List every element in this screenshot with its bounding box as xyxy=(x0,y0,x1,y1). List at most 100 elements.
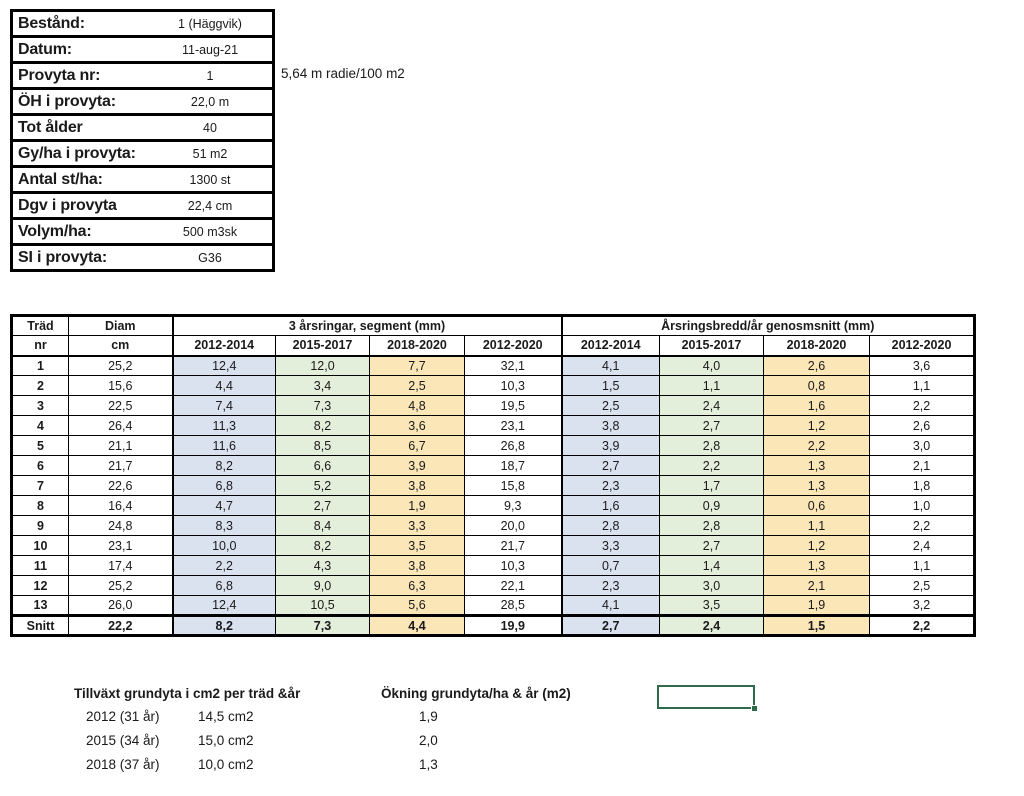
tree-nr-cell[interactable]: 8 xyxy=(11,495,69,516)
diam-cell[interactable]: 16,4 xyxy=(68,495,173,516)
segment-cell[interactable]: 4,4 xyxy=(369,614,465,636)
ringwidth-cell[interactable]: 1,5 xyxy=(763,614,870,636)
info-value[interactable]: 51 m2 xyxy=(192,146,228,161)
ringwidth-cell[interactable]: 4,1 xyxy=(560,355,660,376)
segment-cell[interactable]: 12,0 xyxy=(275,355,370,376)
segment-cell[interactable]: 2,2 xyxy=(171,555,276,576)
plot-radius-note[interactable]: 5,64 m radie/100 m2 xyxy=(281,66,405,81)
ringwidth-avg-cell[interactable]: 2,5 xyxy=(868,575,976,596)
growth-per-tree-heading[interactable]: Tillväxt grundyta i cm2 per träd &år xyxy=(74,686,301,701)
period-header[interactable]: 2012-2014 xyxy=(560,335,660,357)
ringwidth-cell[interactable]: 2,7 xyxy=(659,535,764,556)
ringwidth-cell[interactable]: 1,6 xyxy=(560,495,660,516)
segment-cell[interactable]: 7,7 xyxy=(369,355,465,376)
period-header[interactable]: 2018-2020 xyxy=(369,335,465,357)
segment-cell[interactable]: 4,3 xyxy=(275,555,370,576)
diam-cell[interactable]: 15,6 xyxy=(68,375,173,396)
ringwidth-cell[interactable]: 1,1 xyxy=(659,375,764,396)
ringwidth-cell[interactable]: 2,7 xyxy=(560,455,660,476)
diam-cell[interactable]: 26,4 xyxy=(68,415,173,436)
ringwidth-group-header[interactable]: Årsringsbredd/år genosmsnitt (mm) xyxy=(560,315,976,336)
segment-cell[interactable]: 12,4 xyxy=(171,595,276,616)
diam-cell[interactable]: 25,2 xyxy=(68,575,173,596)
segment-total-cell[interactable]: 19,5 xyxy=(464,395,562,416)
ringwidth-cell[interactable]: 1,6 xyxy=(763,395,870,416)
segment-cell[interactable]: 8,2 xyxy=(275,415,370,436)
tree-nr-cell[interactable]: 7 xyxy=(11,475,69,496)
segment-cell[interactable]: 11,6 xyxy=(171,435,276,456)
info-label[interactable]: ÖH i provyta: xyxy=(18,92,116,110)
ringwidth-cell[interactable]: 2,8 xyxy=(659,515,764,536)
period-header[interactable]: 2018-2020 xyxy=(763,335,870,357)
diam-cell[interactable]: 21,1 xyxy=(68,435,173,456)
segment-cell[interactable]: 6,7 xyxy=(369,435,465,456)
diam-cell[interactable]: 17,4 xyxy=(68,555,173,576)
period-header[interactable]: 2012-2020 xyxy=(868,335,976,357)
segment-cell[interactable]: 12,4 xyxy=(171,355,276,376)
ringwidth-cell[interactable]: 1,9 xyxy=(763,595,870,616)
tree-nr-cell[interactable]: 2 xyxy=(11,375,69,396)
tree-nr-cell[interactable]: 9 xyxy=(11,515,69,536)
ringwidth-avg-cell[interactable]: 3,2 xyxy=(868,595,976,616)
ringwidth-cell[interactable]: 0,7 xyxy=(560,555,660,576)
segment-total-cell[interactable]: 26,8 xyxy=(464,435,562,456)
segment-cell[interactable]: 7,3 xyxy=(275,395,370,416)
segment-total-cell[interactable]: 22,1 xyxy=(464,575,562,596)
diam-col-header[interactable]: Diam xyxy=(68,315,173,336)
info-label[interactable]: Tot ålder xyxy=(18,118,83,136)
ringwidth-avg-cell[interactable]: 1,0 xyxy=(868,495,976,516)
segment-cell[interactable]: 5,6 xyxy=(369,595,465,616)
segment-cell[interactable]: 3,3 xyxy=(369,515,465,536)
ringwidth-cell[interactable]: 3,8 xyxy=(560,415,660,436)
ringwidth-avg-cell[interactable]: 1,1 xyxy=(868,555,976,576)
growth-value[interactable]: 14,5 cm2 xyxy=(198,709,254,724)
period-header[interactable]: 2015-2017 xyxy=(659,335,764,357)
segment-cell[interactable]: 3,9 xyxy=(369,455,465,476)
ringwidth-cell[interactable]: 1,3 xyxy=(763,455,870,476)
tree-nr-cell[interactable]: 1 xyxy=(11,355,69,376)
diam-cell[interactable]: 24,8 xyxy=(68,515,173,536)
ringwidth-cell[interactable]: 2,4 xyxy=(659,614,764,636)
segment-cell[interactable]: 10,0 xyxy=(171,535,276,556)
ringwidth-avg-cell[interactable]: 3,0 xyxy=(868,435,976,456)
tree-nr-cell[interactable]: Snitt xyxy=(11,614,69,636)
selected-cell[interactable] xyxy=(657,685,758,712)
segment-cell[interactable]: 6,3 xyxy=(369,575,465,596)
growth-year-label[interactable]: 2018 (37 år) xyxy=(86,757,160,772)
ringwidth-cell[interactable]: 2,7 xyxy=(560,614,660,636)
segment-group-header[interactable]: 3 årsringar, segment (mm) xyxy=(171,315,562,336)
info-label[interactable]: Volym/ha: xyxy=(18,222,92,240)
segment-cell[interactable]: 8,3 xyxy=(171,515,276,536)
segment-cell[interactable]: 4,4 xyxy=(171,375,276,396)
ringwidth-cell[interactable]: 2,2 xyxy=(763,435,870,456)
ringwidth-cell[interactable]: 2,5 xyxy=(560,395,660,416)
segment-cell[interactable]: 8,5 xyxy=(275,435,370,456)
segment-cell[interactable]: 6,8 xyxy=(171,475,276,496)
info-value[interactable]: 1 (Häggvik) xyxy=(178,16,242,31)
ringwidth-cell[interactable]: 0,6 xyxy=(763,495,870,516)
segment-cell[interactable]: 9,0 xyxy=(275,575,370,596)
segment-cell[interactable]: 4,8 xyxy=(369,395,465,416)
diam-col-subheader[interactable]: cm xyxy=(68,335,173,357)
segment-total-cell[interactable]: 32,1 xyxy=(464,355,562,376)
segment-total-cell[interactable]: 9,3 xyxy=(464,495,562,516)
diam-cell[interactable]: 25,2 xyxy=(68,355,173,376)
fill-handle[interactable] xyxy=(751,705,758,712)
info-value[interactable]: 1300 st xyxy=(189,172,231,187)
tree-nr-cell[interactable]: 5 xyxy=(11,435,69,456)
ringwidth-avg-cell[interactable]: 2,2 xyxy=(868,515,976,536)
ringwidth-cell[interactable]: 1,1 xyxy=(763,515,870,536)
ringwidth-cell[interactable]: 3,5 xyxy=(659,595,764,616)
growth-increase[interactable]: 1,3 xyxy=(419,757,438,772)
diam-cell[interactable]: 22,6 xyxy=(68,475,173,496)
segment-total-cell[interactable]: 20,0 xyxy=(464,515,562,536)
info-value[interactable]: 22,4 cm xyxy=(187,198,233,213)
growth-year-label[interactable]: 2012 (31 år) xyxy=(86,709,160,724)
period-header[interactable]: 2012-2020 xyxy=(464,335,562,357)
ringwidth-cell[interactable]: 2,8 xyxy=(659,435,764,456)
ringwidth-cell[interactable]: 3,0 xyxy=(659,575,764,596)
period-header[interactable]: 2015-2017 xyxy=(275,335,370,357)
segment-cell[interactable]: 10,5 xyxy=(275,595,370,616)
tree-nr-cell[interactable]: 4 xyxy=(11,415,69,436)
info-label[interactable]: Datum: xyxy=(18,40,72,58)
